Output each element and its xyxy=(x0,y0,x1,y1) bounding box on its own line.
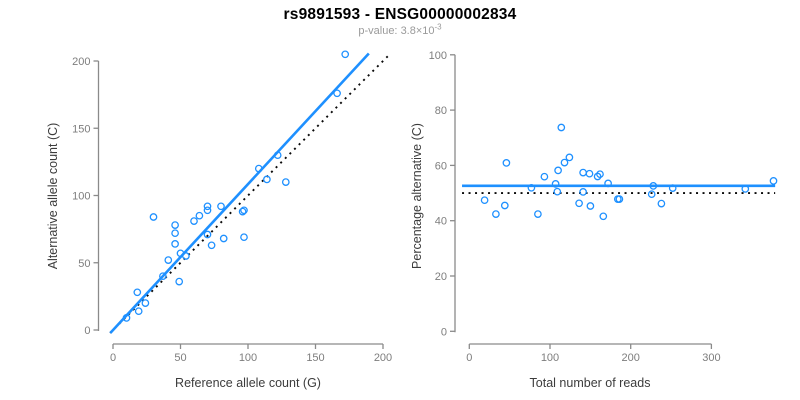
data-point xyxy=(333,89,341,98)
data-point xyxy=(480,196,489,205)
data-point xyxy=(557,123,566,132)
identity-line xyxy=(109,53,391,334)
y-tick-label: 0 xyxy=(441,326,447,338)
data-point xyxy=(149,213,158,221)
data-point xyxy=(175,277,184,286)
data-point xyxy=(553,187,562,196)
x-tick-label: 0 xyxy=(110,352,116,364)
data-point xyxy=(500,201,509,210)
data-point xyxy=(195,211,204,220)
data-point xyxy=(647,190,656,199)
pvalue-mantissa: 3.8×10 xyxy=(400,25,435,37)
data-point xyxy=(171,229,179,238)
left-x-axis-title: Reference allele count (G) xyxy=(175,376,321,390)
x-tick-label: 100 xyxy=(239,352,257,364)
fit-line xyxy=(109,52,370,334)
data-point xyxy=(203,202,212,211)
data-point xyxy=(604,179,612,188)
data-point xyxy=(171,240,179,248)
data-point xyxy=(502,159,511,167)
data-point xyxy=(599,212,608,221)
y-tick-label: 50 xyxy=(78,258,90,270)
data-point xyxy=(560,158,569,167)
data-point xyxy=(341,50,350,59)
data-point xyxy=(281,178,290,186)
data-point xyxy=(134,307,143,316)
data-point xyxy=(203,206,212,215)
x-tick-label: 200 xyxy=(622,352,640,364)
y-tick-label: 200 xyxy=(72,56,90,68)
data-point xyxy=(565,153,574,162)
data-point xyxy=(649,182,658,190)
data-point xyxy=(217,202,225,211)
x-tick-label: 200 xyxy=(374,352,392,364)
data-point xyxy=(219,234,228,243)
y-tick-label: 40 xyxy=(435,216,447,228)
data-point xyxy=(133,288,142,297)
data-point xyxy=(551,180,560,188)
left-plot: Reference allele count (G) Alternative a… xyxy=(46,50,392,390)
data-point xyxy=(203,230,212,239)
data-point xyxy=(207,241,216,250)
data-point xyxy=(585,169,594,178)
data-point xyxy=(593,172,602,181)
figure-title: rs9891593 - ENSG00000002834 xyxy=(283,6,517,23)
y-tick-label: 0 xyxy=(84,325,90,337)
left-y-axis-title: Alternative allele count (C) xyxy=(46,123,60,270)
data-point xyxy=(769,177,778,185)
data-point xyxy=(579,188,587,196)
data-point xyxy=(159,272,167,281)
data-point xyxy=(741,185,750,193)
data-point xyxy=(263,175,271,184)
y-tick-label: 20 xyxy=(435,271,447,283)
right-y-axis-title: Percentage alternative (C) xyxy=(410,123,424,269)
data-point xyxy=(586,202,595,210)
y-tick-label: 150 xyxy=(72,123,90,135)
data-point xyxy=(579,168,587,177)
data-point xyxy=(238,207,247,216)
data-point xyxy=(668,184,677,192)
data-point xyxy=(190,217,198,225)
data-point xyxy=(613,195,622,203)
right-plot-area: 0 100 200 300 0 20 40 60 80 100 xyxy=(429,50,778,364)
data-point xyxy=(554,166,562,175)
y-tick-label: 100 xyxy=(72,191,90,203)
data-point xyxy=(540,172,549,181)
data-point xyxy=(141,299,150,307)
data-point xyxy=(182,252,190,260)
x-tick-label: 100 xyxy=(541,352,559,364)
data-point xyxy=(164,256,173,264)
data-point xyxy=(596,170,604,179)
data-point xyxy=(171,221,179,229)
data-point xyxy=(575,199,583,208)
figure-subtitle: p-value: 3.8×10-3 xyxy=(0,22,800,37)
y-tick-label: 80 xyxy=(435,105,447,117)
data-point xyxy=(240,233,248,242)
x-tick-label: 150 xyxy=(306,352,324,364)
pvalue-prefix: p-value: xyxy=(358,25,401,37)
x-tick-label: 50 xyxy=(174,352,186,364)
data-point xyxy=(657,199,666,208)
data-point xyxy=(240,206,248,215)
data-point xyxy=(534,210,542,218)
data-point xyxy=(273,151,282,160)
data-point xyxy=(527,183,536,192)
right-plot: Total number of reads Percentage alterna… xyxy=(410,50,778,390)
right-x-axis-title: Total number of reads xyxy=(530,376,651,390)
left-plot-area: 0 50 100 150 200 0 50 100 150 200 xyxy=(72,50,392,364)
y-tick-label: 60 xyxy=(435,160,447,172)
x-tick-label: 300 xyxy=(702,352,720,364)
data-point xyxy=(254,164,263,173)
y-tick-label: 100 xyxy=(429,50,447,62)
data-point xyxy=(122,314,131,322)
x-tick-label: 0 xyxy=(466,352,472,364)
data-point xyxy=(492,210,500,218)
pvalue-exponent: -3 xyxy=(434,22,442,32)
